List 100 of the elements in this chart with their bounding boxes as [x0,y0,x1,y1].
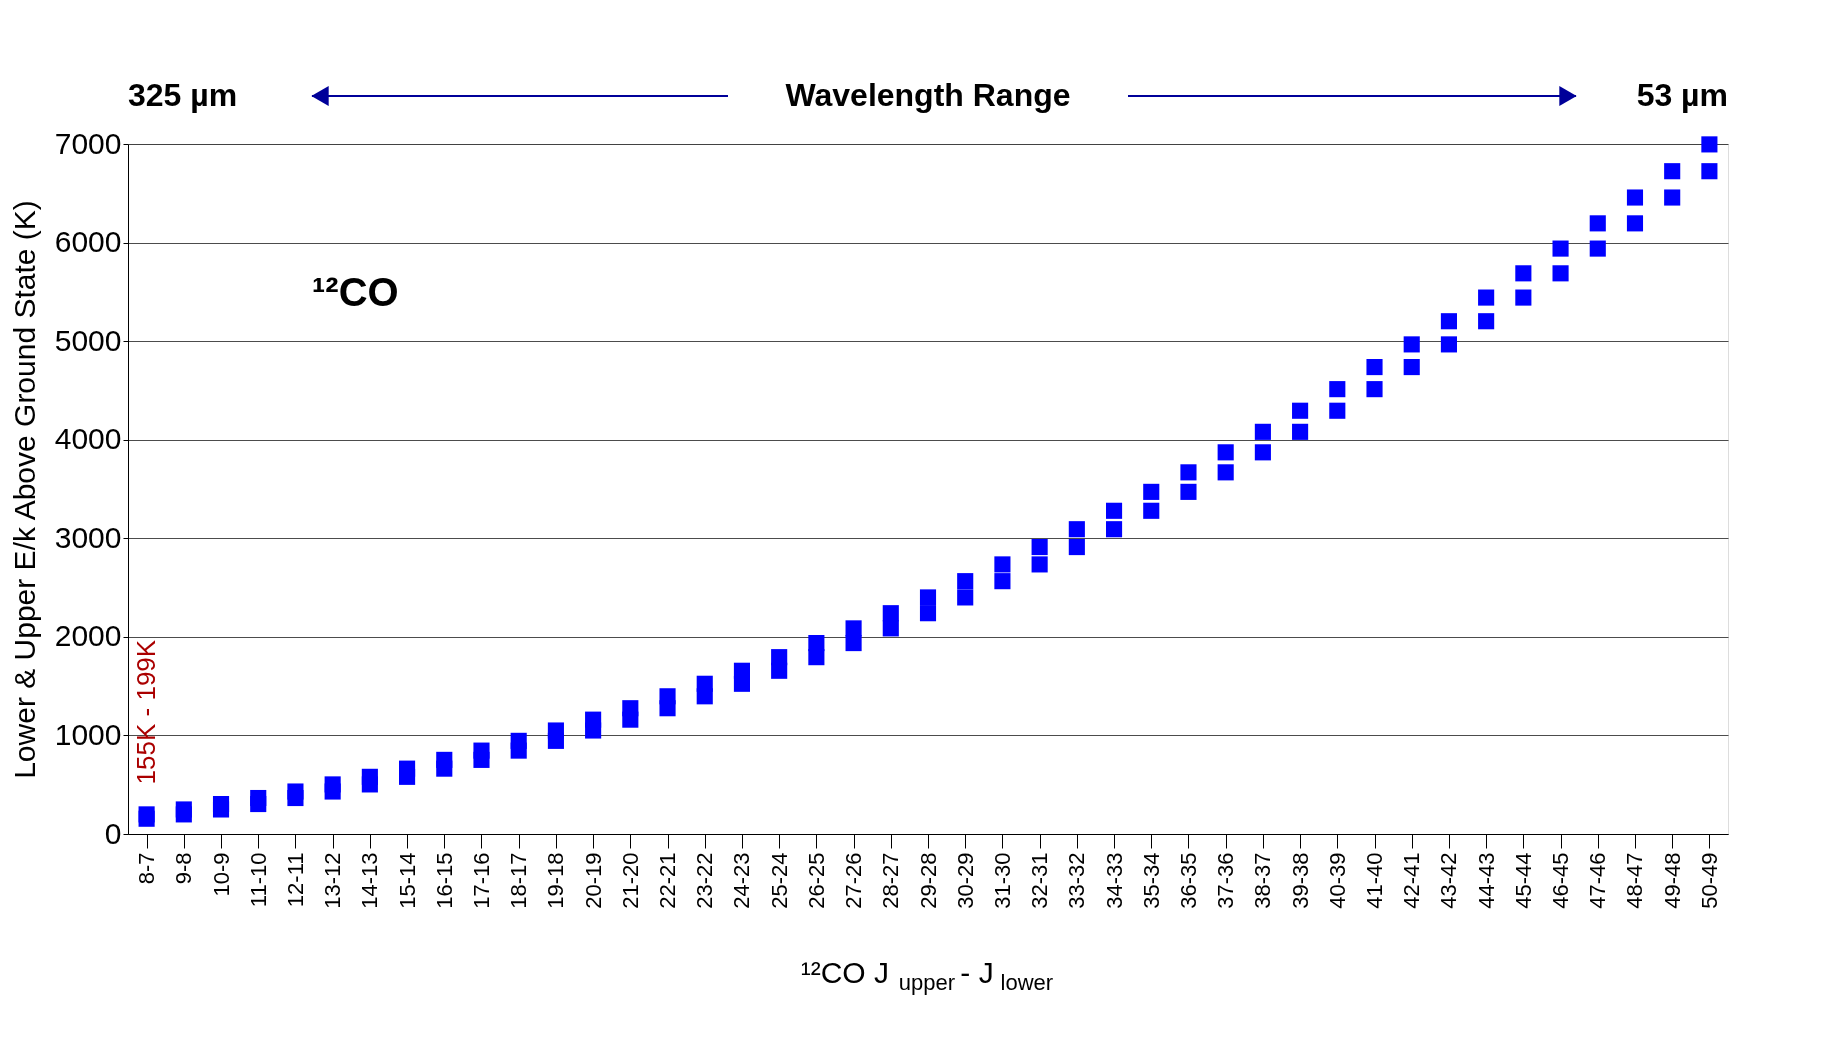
x-tick-label: 39-38 [1287,852,1313,909]
point [1068,521,1085,538]
point [808,635,825,652]
point [659,688,676,705]
x-tick-label: 46-45 [1548,852,1574,909]
point [1440,336,1457,353]
y-tick-label: 3000 [54,520,122,554]
x-tick-label: 25-24 [766,852,792,909]
x-tick-label: 42-41 [1399,852,1425,909]
x-tick-label: 14-13 [357,852,383,909]
annotation: 155K - 199K [130,639,161,785]
x-tick-label: 29-28 [915,852,941,909]
point [287,783,304,800]
point [882,620,899,637]
y-tick-label: 5000 [54,323,122,357]
x-tick-label: 41-40 [1362,852,1388,909]
x-tick-label: 48-47 [1622,852,1648,909]
point [361,768,378,785]
point [1478,289,1495,306]
point [733,662,751,679]
point [212,795,230,813]
x-tick-label: 45-44 [1510,852,1536,909]
point [1626,215,1644,232]
x-tick-label: 50-49 [1696,852,1722,909]
point [1589,240,1606,257]
point [175,801,192,818]
x-tick-label: 11-10 [245,852,271,908]
point [1217,464,1234,481]
y-tick-label: 2000 [54,619,122,653]
x-tick-label: 49-48 [1659,852,1685,909]
point [696,675,713,692]
point [1068,539,1085,556]
point [994,556,1011,573]
point [1440,313,1457,330]
x-tick-label: 20-19 [580,852,606,909]
y-tick-label: 1000 [54,717,122,751]
point [1180,464,1197,481]
x-tick-label: 32-31 [1027,852,1053,909]
point [1105,521,1123,538]
x-tick-label: 8-7 [134,852,160,885]
point [436,751,453,768]
point [919,605,937,622]
x-tick-label: 9-8 [171,852,197,885]
point [994,573,1011,590]
point [622,700,639,717]
x-tick-label: 22-21 [655,852,681,909]
y-axis-title: Lower & Upper E/k Above Ground State (K) [7,200,41,779]
x-tick-label: 19-18 [543,852,569,909]
x-tick-label: 24-23 [729,852,755,909]
y-tick-label: 0 [104,816,122,850]
x-tick-label: 31-30 [989,852,1015,909]
text: 53 µm [1636,77,1728,113]
point [1366,359,1383,376]
x-tick-label: 27-26 [841,852,867,909]
point [771,649,788,666]
point [1366,381,1383,398]
point [547,722,564,739]
x-tick-label: 16-15 [431,852,457,909]
x-tick-label: 40-39 [1324,852,1350,909]
x-tick-label: 47-46 [1585,852,1611,909]
x-tick-label: 43-42 [1436,852,1462,909]
point [1217,444,1234,461]
annotation: ¹²CO [312,270,399,314]
y-tick-label: 7000 [54,126,122,160]
x-tick-label: 28-27 [878,852,904,909]
point [510,732,527,749]
point [1254,444,1271,461]
y-tick-label: 6000 [54,225,122,259]
point [1552,265,1569,282]
x-tick-label: 23-22 [692,852,718,909]
point [957,573,974,590]
point [1254,423,1271,440]
x-tick-label: 10-9 [208,852,234,897]
point [1329,402,1346,419]
point [1031,556,1048,573]
point [585,711,602,728]
point [1292,423,1309,440]
point [882,605,899,622]
point [138,806,155,823]
x-tick-label: 12-11 [282,852,308,908]
point [845,620,862,637]
x-tick-label: 36-35 [1175,852,1201,909]
point [1478,313,1495,330]
x-tick-label: 26-25 [803,852,829,909]
x-tick-label: 15-14 [394,852,420,909]
x-tick-label: 17-16 [468,852,494,909]
x-tick-label: 34-33 [1101,852,1127,909]
x-tick-label: 18-17 [506,852,532,909]
point [1701,136,1718,153]
point [1031,539,1048,556]
point [1626,189,1644,206]
point [1403,336,1420,353]
point [1403,359,1420,376]
x-tick-label: 37-36 [1213,852,1239,909]
x-tick-label: 33-32 [1064,852,1090,909]
point [1552,240,1569,257]
point [1329,381,1346,398]
point [1664,163,1681,180]
x-tick-label: 38-37 [1250,852,1276,909]
x-tick-label: 21-20 [617,852,643,909]
